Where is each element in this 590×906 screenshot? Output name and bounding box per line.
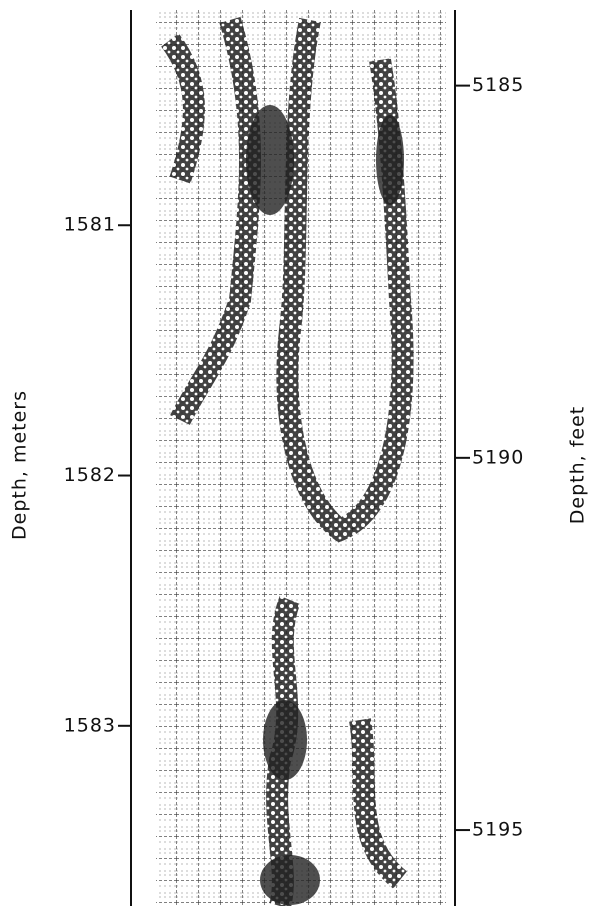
y-tick-label: 1583	[64, 714, 116, 736]
y2-tick-label: 5190	[472, 446, 524, 468]
y-tick-label: 1581	[64, 214, 116, 236]
y-axis-title: Depth, meters	[9, 390, 31, 540]
borehole-image	[156, 10, 446, 906]
y2-axis-title: Depth, feet	[567, 406, 589, 524]
y-tick-label: 1582	[64, 464, 116, 486]
y2-tick-label: 5195	[472, 819, 524, 841]
y2-tick-label: 5185	[472, 74, 524, 96]
